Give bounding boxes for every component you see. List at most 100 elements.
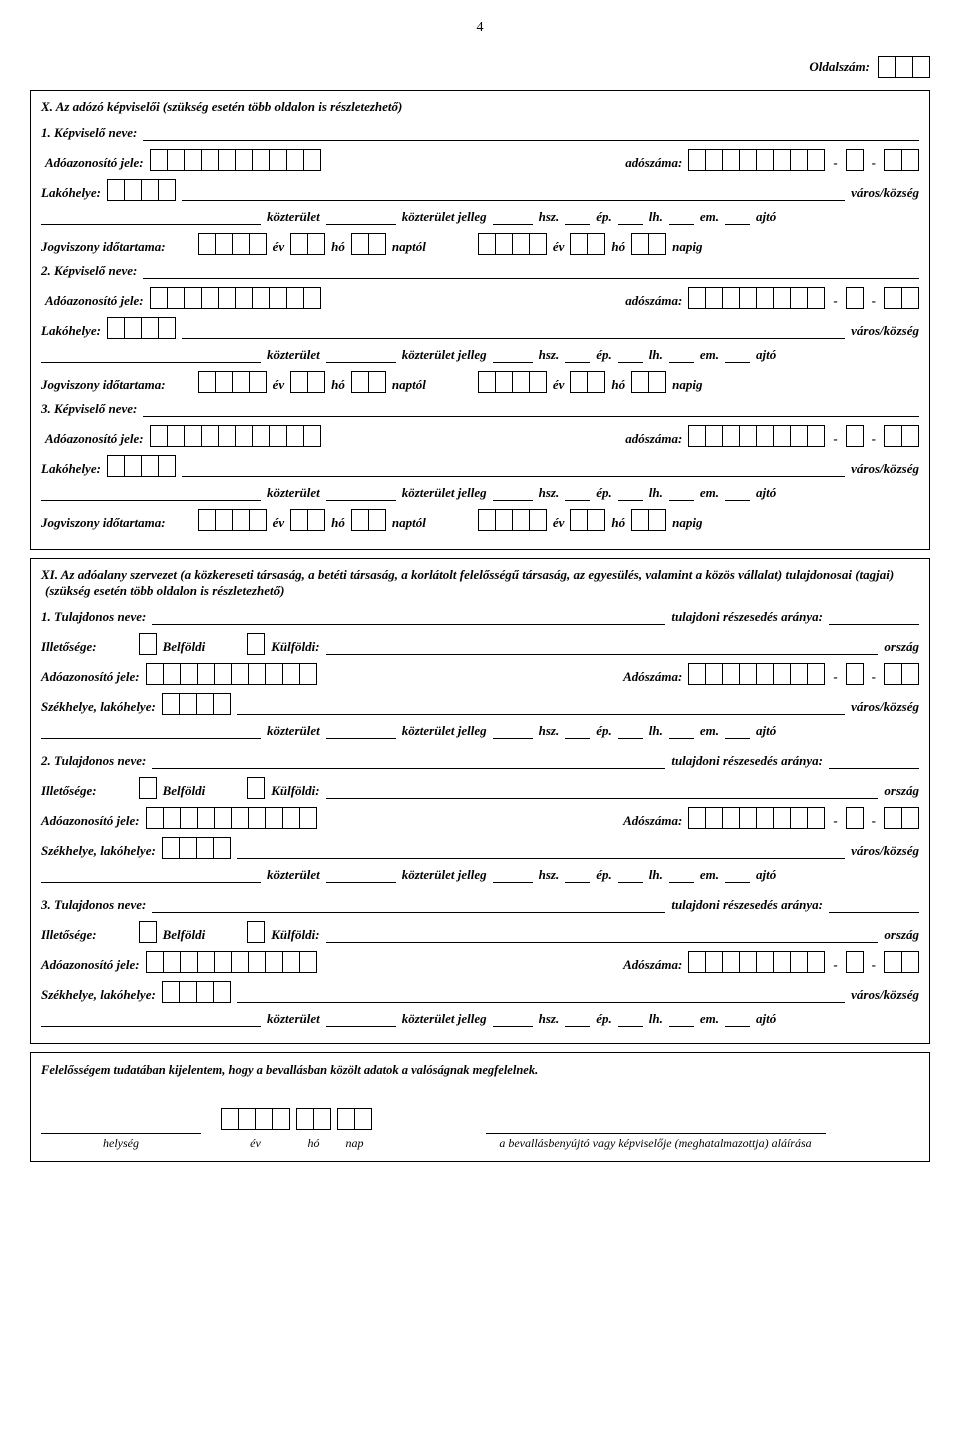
own1-street[interactable]	[41, 725, 261, 739]
own3-adojel-boxes[interactable]	[146, 951, 317, 973]
rep2-from-month[interactable]	[290, 371, 325, 393]
own3-jelleg[interactable]	[326, 1013, 396, 1027]
rep1-street-input[interactable]	[41, 211, 261, 225]
own1-belfoldi-checkbox[interactable]	[139, 633, 157, 655]
signature-line[interactable]	[486, 1133, 826, 1134]
own3-hsz[interactable]	[493, 1013, 533, 1027]
place-line[interactable]	[41, 1133, 201, 1134]
own1-name-input[interactable]	[152, 624, 665, 625]
own1-adoszama-a[interactable]	[688, 663, 825, 685]
own1-adoszama-b[interactable]	[846, 663, 864, 685]
rep2-from-year[interactable]	[198, 371, 267, 393]
own3-street[interactable]	[41, 1013, 261, 1027]
rep2-ep[interactable]	[565, 349, 590, 363]
rep2-em[interactable]	[669, 349, 694, 363]
rep2-postal-boxes[interactable]	[107, 317, 176, 339]
rep3-city-input[interactable]	[182, 476, 845, 477]
own1-lh[interactable]	[618, 725, 643, 739]
rep2-adoszama-b[interactable]	[846, 287, 864, 309]
rep3-name-input[interactable]	[143, 416, 919, 417]
rep1-jelleg-input[interactable]	[326, 211, 396, 225]
rep3-adoszama-c[interactable]	[884, 425, 919, 447]
own1-adoszama-c[interactable]	[884, 663, 919, 685]
own2-belfoldi-checkbox[interactable]	[139, 777, 157, 799]
own1-city-input[interactable]	[237, 714, 845, 715]
own3-postal-boxes[interactable]	[162, 981, 231, 1003]
rep1-hsz[interactable]	[493, 211, 533, 225]
own1-reszesedes-input[interactable]	[829, 624, 919, 625]
own3-em[interactable]	[669, 1013, 694, 1027]
rep1-postal-boxes[interactable]	[107, 179, 176, 201]
own3-adoszama-c[interactable]	[884, 951, 919, 973]
sign-day-boxes[interactable]	[337, 1108, 372, 1130]
rep1-lh[interactable]	[618, 211, 643, 225]
rep1-em[interactable]	[669, 211, 694, 225]
rep1-from-month[interactable]	[290, 233, 325, 255]
rep3-adojel-boxes[interactable]	[150, 425, 321, 447]
rep1-adoszama-boxes-a[interactable]	[688, 149, 825, 171]
rep1-from-year[interactable]	[198, 233, 267, 255]
rep1-to-day[interactable]	[631, 233, 666, 255]
own1-kulfoldi-checkbox[interactable]	[247, 633, 265, 655]
rep3-lh[interactable]	[618, 487, 643, 501]
own2-jelleg[interactable]	[326, 869, 396, 883]
own2-lh[interactable]	[618, 869, 643, 883]
own1-postal-boxes[interactable]	[162, 693, 231, 715]
rep2-city-input[interactable]	[182, 338, 845, 339]
rep3-adoszama-a[interactable]	[688, 425, 825, 447]
rep1-to-month[interactable]	[570, 233, 605, 255]
own2-ep[interactable]	[565, 869, 590, 883]
rep2-adojel-boxes[interactable]	[150, 287, 321, 309]
rep3-to-month[interactable]	[570, 509, 605, 531]
own2-adojel-boxes[interactable]	[146, 807, 317, 829]
rep2-adoszama-a[interactable]	[688, 287, 825, 309]
own1-hsz[interactable]	[493, 725, 533, 739]
rep2-lh[interactable]	[618, 349, 643, 363]
rep3-street[interactable]	[41, 487, 261, 501]
own3-kulfoldi-checkbox[interactable]	[247, 921, 265, 943]
own1-ajto[interactable]	[725, 725, 750, 739]
own3-lh[interactable]	[618, 1013, 643, 1027]
rep1-adoszama-boxes-b[interactable]	[846, 149, 864, 171]
own3-ajto[interactable]	[725, 1013, 750, 1027]
own1-em[interactable]	[669, 725, 694, 739]
own2-postal-boxes[interactable]	[162, 837, 231, 859]
rep2-street[interactable]	[41, 349, 261, 363]
rep3-to-year[interactable]	[478, 509, 547, 531]
sign-month-boxes[interactable]	[296, 1108, 331, 1130]
rep1-to-year[interactable]	[478, 233, 547, 255]
own2-hsz[interactable]	[493, 869, 533, 883]
own3-name-input[interactable]	[152, 912, 665, 913]
own1-country-input[interactable]	[326, 654, 879, 655]
rep2-jelleg[interactable]	[326, 349, 396, 363]
rep2-from-day[interactable]	[351, 371, 386, 393]
rep3-from-day[interactable]	[351, 509, 386, 531]
rep2-name-input[interactable]	[143, 278, 919, 279]
own2-adoszama-a[interactable]	[688, 807, 825, 829]
rep3-to-day[interactable]	[631, 509, 666, 531]
own3-country-input[interactable]	[326, 942, 879, 943]
rep3-adoszama-b[interactable]	[846, 425, 864, 447]
own2-street[interactable]	[41, 869, 261, 883]
rep2-ajto[interactable]	[725, 349, 750, 363]
oldalszam-boxes[interactable]	[878, 56, 930, 78]
rep3-jelleg[interactable]	[326, 487, 396, 501]
rep3-postal-boxes[interactable]	[107, 455, 176, 477]
own2-adoszama-b[interactable]	[846, 807, 864, 829]
own2-ajto[interactable]	[725, 869, 750, 883]
rep3-ajto[interactable]	[725, 487, 750, 501]
own2-kulfoldi-checkbox[interactable]	[247, 777, 265, 799]
own2-name-input[interactable]	[152, 768, 665, 769]
own1-jelleg[interactable]	[326, 725, 396, 739]
rep2-to-month[interactable]	[570, 371, 605, 393]
rep3-hsz[interactable]	[493, 487, 533, 501]
own3-ep[interactable]	[565, 1013, 590, 1027]
rep2-to-day[interactable]	[631, 371, 666, 393]
own3-city-input[interactable]	[237, 1002, 845, 1003]
rep1-city-input[interactable]	[182, 200, 845, 201]
rep1-ajto[interactable]	[725, 211, 750, 225]
rep3-from-month[interactable]	[290, 509, 325, 531]
own1-adojel-boxes[interactable]	[146, 663, 317, 685]
own3-adoszama-b[interactable]	[846, 951, 864, 973]
rep2-to-year[interactable]	[478, 371, 547, 393]
